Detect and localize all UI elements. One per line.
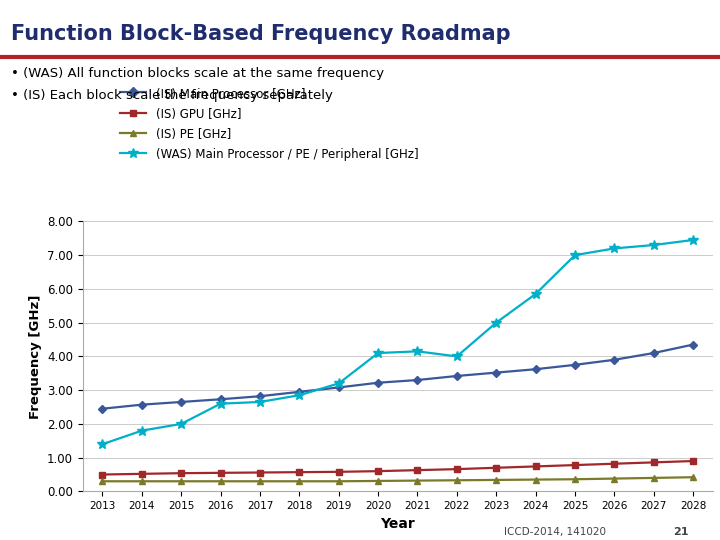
X-axis label: Year: Year [380, 517, 415, 531]
(IS) Main Processor [GHz] [492, 369, 500, 376]
(WAS) Main Processor / PE / Peripheral [GHz] [138, 428, 146, 434]
(IS) GPU [GHz] [689, 458, 698, 464]
(IS) GPU [GHz] [610, 461, 618, 467]
(WAS) Main Processor / PE / Peripheral [GHz] [334, 380, 343, 387]
(WAS) Main Processor / PE / Peripheral [GHz] [689, 237, 698, 243]
(IS) PE [GHz] [256, 478, 264, 484]
(WAS) Main Processor / PE / Peripheral [GHz] [177, 421, 186, 427]
Text: Function Block-Based Frequency Roadmap: Function Block-Based Frequency Roadmap [11, 24, 510, 44]
(WAS) Main Processor / PE / Peripheral [GHz] [571, 252, 580, 259]
(IS) PE [GHz] [334, 478, 343, 484]
(IS) Main Processor [GHz] [689, 341, 698, 348]
Legend: (IS) Main Processor [GHz], (IS) GPU [GHz], (IS) PE [GHz], (WAS) Main Processor /: (IS) Main Processor [GHz], (IS) GPU [GHz… [120, 87, 418, 161]
(IS) Main Processor [GHz] [374, 380, 382, 386]
(IS) PE [GHz] [453, 477, 462, 483]
(IS) Main Processor [GHz] [216, 396, 225, 402]
(IS) GPU [GHz] [334, 469, 343, 475]
(IS) PE [GHz] [413, 477, 422, 484]
(IS) GPU [GHz] [531, 463, 540, 470]
(IS) Main Processor [GHz] [98, 406, 107, 412]
(IS) PE [GHz] [138, 478, 146, 484]
(WAS) Main Processor / PE / Peripheral [GHz] [98, 441, 107, 447]
(WAS) Main Processor / PE / Peripheral [GHz] [492, 320, 500, 326]
(IS) PE [GHz] [177, 478, 186, 484]
(WAS) Main Processor / PE / Peripheral [GHz] [374, 350, 382, 356]
(IS) PE [GHz] [649, 475, 658, 481]
Text: • (WAS) All function blocks scale at the same frequency: • (WAS) All function blocks scale at the… [11, 68, 384, 80]
(WAS) Main Processor / PE / Peripheral [GHz] [531, 291, 540, 297]
Y-axis label: Frequency [GHz]: Frequency [GHz] [29, 294, 42, 418]
(IS) Main Processor [GHz] [334, 384, 343, 391]
(WAS) Main Processor / PE / Peripheral [GHz] [610, 245, 618, 252]
Line: (IS) Main Processor [GHz]: (IS) Main Processor [GHz] [99, 342, 696, 411]
(IS) GPU [GHz] [177, 470, 186, 476]
Line: (WAS) Main Processor / PE / Peripheral [GHz]: (WAS) Main Processor / PE / Peripheral [… [98, 235, 698, 449]
(WAS) Main Processor / PE / Peripheral [GHz] [216, 401, 225, 407]
(IS) PE [GHz] [571, 476, 580, 483]
(IS) GPU [GHz] [98, 471, 107, 478]
(IS) GPU [GHz] [453, 466, 462, 472]
Text: 21: 21 [673, 527, 689, 537]
(IS) GPU [GHz] [413, 467, 422, 474]
(IS) Main Processor [GHz] [177, 399, 186, 405]
(IS) Main Processor [GHz] [571, 362, 580, 368]
(IS) GPU [GHz] [374, 468, 382, 475]
(IS) GPU [GHz] [256, 469, 264, 476]
Text: • (IS) Each block scale the frequency separately: • (IS) Each block scale the frequency se… [11, 89, 333, 102]
(IS) Main Processor [GHz] [295, 389, 304, 395]
(WAS) Main Processor / PE / Peripheral [GHz] [649, 242, 658, 248]
(IS) Main Processor [GHz] [531, 366, 540, 373]
(IS) PE [GHz] [374, 478, 382, 484]
(IS) PE [GHz] [531, 476, 540, 483]
(WAS) Main Processor / PE / Peripheral [GHz] [413, 348, 422, 355]
(IS) PE [GHz] [689, 474, 698, 481]
(IS) GPU [GHz] [649, 459, 658, 465]
Line: (IS) PE [GHz]: (IS) PE [GHz] [99, 475, 696, 484]
(WAS) Main Processor / PE / Peripheral [GHz] [256, 399, 264, 405]
Line: (IS) GPU [GHz]: (IS) GPU [GHz] [99, 458, 696, 477]
(WAS) Main Processor / PE / Peripheral [GHz] [453, 353, 462, 360]
(IS) GPU [GHz] [571, 462, 580, 468]
(IS) PE [GHz] [295, 478, 304, 484]
(IS) GPU [GHz] [216, 470, 225, 476]
(IS) GPU [GHz] [138, 470, 146, 477]
Text: ICCD-2014, 141020: ICCD-2014, 141020 [504, 527, 606, 537]
(IS) PE [GHz] [610, 475, 618, 482]
(WAS) Main Processor / PE / Peripheral [GHz] [295, 392, 304, 399]
(IS) Main Processor [GHz] [610, 356, 618, 363]
(IS) Main Processor [GHz] [256, 393, 264, 400]
(IS) GPU [GHz] [492, 464, 500, 471]
(IS) Main Processor [GHz] [413, 377, 422, 383]
(IS) PE [GHz] [492, 477, 500, 483]
(IS) Main Processor [GHz] [649, 350, 658, 356]
(IS) Main Processor [GHz] [453, 373, 462, 379]
(IS) PE [GHz] [216, 478, 225, 484]
(IS) GPU [GHz] [295, 469, 304, 475]
(IS) PE [GHz] [98, 478, 107, 484]
(IS) Main Processor [GHz] [138, 401, 146, 408]
